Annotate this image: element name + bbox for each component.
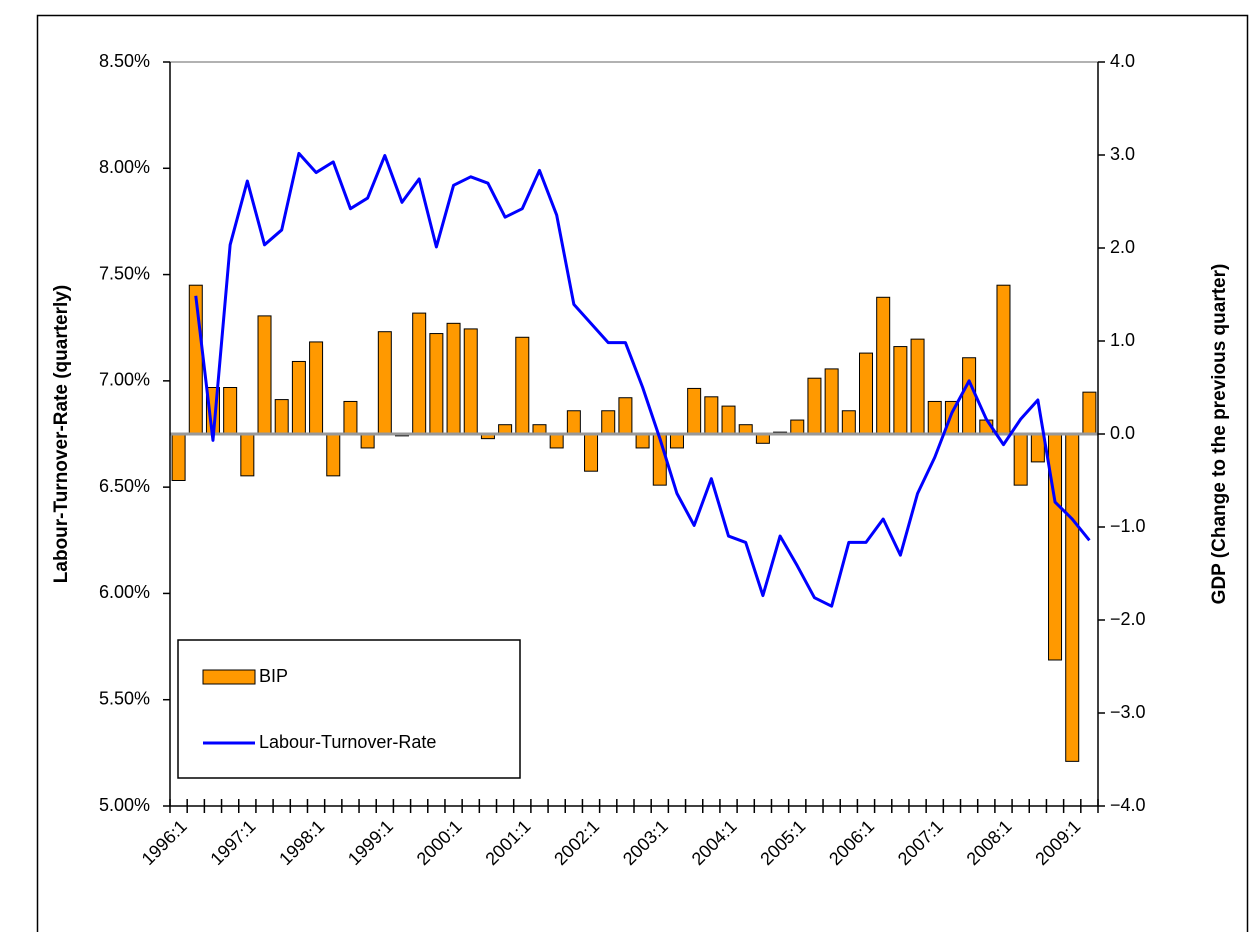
y2-tick-label: −4.0 — [1110, 795, 1146, 815]
bar — [876, 296, 891, 435]
y2-axis-title: GDP (Change to the previous quarter) — [1209, 264, 1230, 605]
bar — [1013, 433, 1028, 486]
bar — [1065, 433, 1080, 762]
y-tick-label: 5.50% — [99, 688, 150, 708]
bar — [566, 410, 581, 435]
x-tick-label: 2000:1 — [413, 816, 466, 869]
bar — [962, 357, 977, 435]
bar — [257, 315, 272, 435]
y2-tick-label: −2.0 — [1110, 609, 1146, 629]
y2-tick-label: 3.0 — [1110, 144, 1135, 164]
bar — [309, 341, 324, 435]
bar — [635, 433, 650, 449]
x-tick-label: 2008:1 — [963, 816, 1016, 869]
bar — [291, 360, 306, 435]
x-tick-label: 1998:1 — [275, 816, 328, 869]
x-tick-label: 2003:1 — [619, 816, 672, 869]
bar — [721, 405, 736, 435]
legend-label: BIP — [259, 666, 288, 686]
line — [194, 151, 1091, 608]
bar — [429, 333, 444, 435]
bar — [223, 387, 238, 435]
bar — [326, 433, 341, 477]
legend-label: Labour-Turnover-Rate — [259, 732, 436, 752]
chart-frame — [36, 14, 1249, 932]
x-tick-label: 2004:1 — [688, 816, 741, 869]
bar — [1082, 391, 1097, 435]
bar — [515, 336, 530, 435]
x-tick-label: 2002:1 — [550, 816, 603, 869]
bar — [412, 312, 427, 435]
bar — [360, 433, 375, 449]
x-tick-label: 2005:1 — [756, 816, 809, 869]
y2-tick-label: 0.0 — [1110, 423, 1135, 443]
x-tick-label: 2009:1 — [1031, 816, 1084, 869]
bar — [790, 419, 805, 435]
x-tick-label: 2007:1 — [894, 816, 947, 869]
bar — [669, 433, 684, 449]
legend-swatch — [202, 669, 256, 685]
y2-tick-label: −3.0 — [1110, 702, 1146, 722]
x-tick-label: 1999:1 — [344, 816, 397, 869]
bar — [927, 400, 942, 435]
bar — [618, 397, 633, 435]
bar — [463, 328, 478, 435]
bar — [824, 368, 839, 435]
y-tick-label: 5.00% — [99, 795, 150, 815]
bar — [996, 284, 1011, 435]
bar — [377, 331, 392, 435]
y-tick-label: 6.50% — [99, 476, 150, 496]
y2-tick-label: 2.0 — [1110, 237, 1135, 257]
bar — [807, 377, 822, 435]
legend-box — [177, 639, 521, 779]
x-tick-label: 2001:1 — [481, 816, 534, 869]
bar — [446, 322, 461, 435]
bar — [859, 352, 873, 435]
y-tick-label: 7.00% — [99, 370, 150, 390]
bar — [893, 346, 908, 435]
bar — [240, 433, 255, 477]
x-tick-label: 2006:1 — [825, 816, 878, 869]
bar — [549, 433, 564, 449]
y2-tick-label: 1.0 — [1110, 330, 1135, 350]
bar — [1030, 433, 1045, 463]
x-tick-label: 1996:1 — [138, 816, 191, 869]
y-axis-title: Labour-Turnover-Rate (quarterly) — [51, 285, 72, 583]
bar — [841, 410, 856, 435]
bar — [687, 387, 702, 435]
bar — [343, 400, 358, 435]
y-tick-label: 8.50% — [99, 51, 150, 71]
bar — [274, 399, 289, 435]
y2-tick-label: 4.0 — [1110, 51, 1135, 71]
bar — [584, 433, 599, 472]
y-tick-label: 8.00% — [99, 157, 150, 177]
y-tick-label: 7.50% — [99, 263, 150, 283]
bar — [704, 396, 719, 435]
bar — [601, 410, 616, 435]
bar — [910, 338, 925, 435]
y2-tick-label: −1.0 — [1110, 516, 1146, 536]
y-tick-label: 6.00% — [99, 582, 150, 602]
bar — [171, 433, 186, 481]
x-tick-label: 1997:1 — [206, 816, 259, 869]
